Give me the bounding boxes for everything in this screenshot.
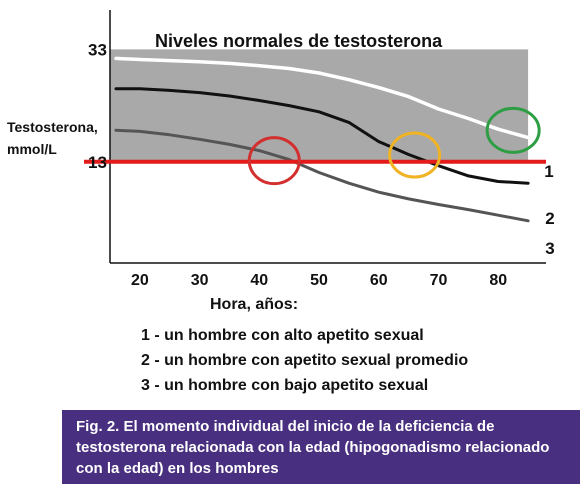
y-tick-label-33: 33	[88, 40, 107, 59]
series-end-label-3: 3	[545, 239, 554, 258]
normal-range-band	[110, 49, 529, 162]
chart-title: Niveles normales de testosterona	[155, 31, 443, 51]
highlight-circle-3	[485, 106, 541, 154]
y-axis-label-line1: Testosterona,	[7, 119, 98, 135]
y-axis-label-line2: mmol/L	[7, 141, 57, 157]
series-end-label-2: 2	[545, 209, 554, 228]
caption-box: Fig. 2. El momento individual del inicio…	[62, 410, 580, 484]
series-line-1	[114, 56, 530, 140]
highlight-circle-2	[388, 131, 442, 179]
y-axis-label: Testosterona, mmol/L	[7, 116, 98, 160]
highlight-circle-1	[247, 136, 301, 186]
series-end-label-1: 1	[544, 162, 553, 181]
chart-canvas: 33 13 20 30 40 50 60 70 80 1 2 3	[84, 10, 555, 289]
series-line-2	[114, 87, 530, 185]
x-axis-label: Hora, años:	[210, 296, 299, 313]
x-tick-label-20: 20	[131, 272, 149, 289]
legend-item-1: 1 - un hombre con alto apetito sexual	[141, 327, 424, 344]
x-tick-label-70: 70	[430, 272, 448, 289]
x-tick-label-50: 50	[310, 272, 328, 289]
x-tick-label-30: 30	[191, 272, 209, 289]
legend-item-2: 2 - un hombre con apetito sexual promedi…	[141, 352, 469, 369]
y-tick-label-13: 13	[88, 153, 107, 172]
x-tick-label-80: 80	[489, 272, 507, 289]
x-tick-label-40: 40	[250, 272, 268, 289]
legend-item-3: 3 - un hombre con bajo apetito sexual	[141, 377, 429, 394]
figure-caption: Fig. 2. El momento individual del inicio…	[76, 418, 550, 477]
x-tick-label-60: 60	[370, 272, 388, 289]
series-line-3	[114, 128, 530, 223]
testosterone-chart: 33 13 20 30 40 50 60 70 80 1 2 3 Niveles normales d…	[7, 10, 555, 394]
